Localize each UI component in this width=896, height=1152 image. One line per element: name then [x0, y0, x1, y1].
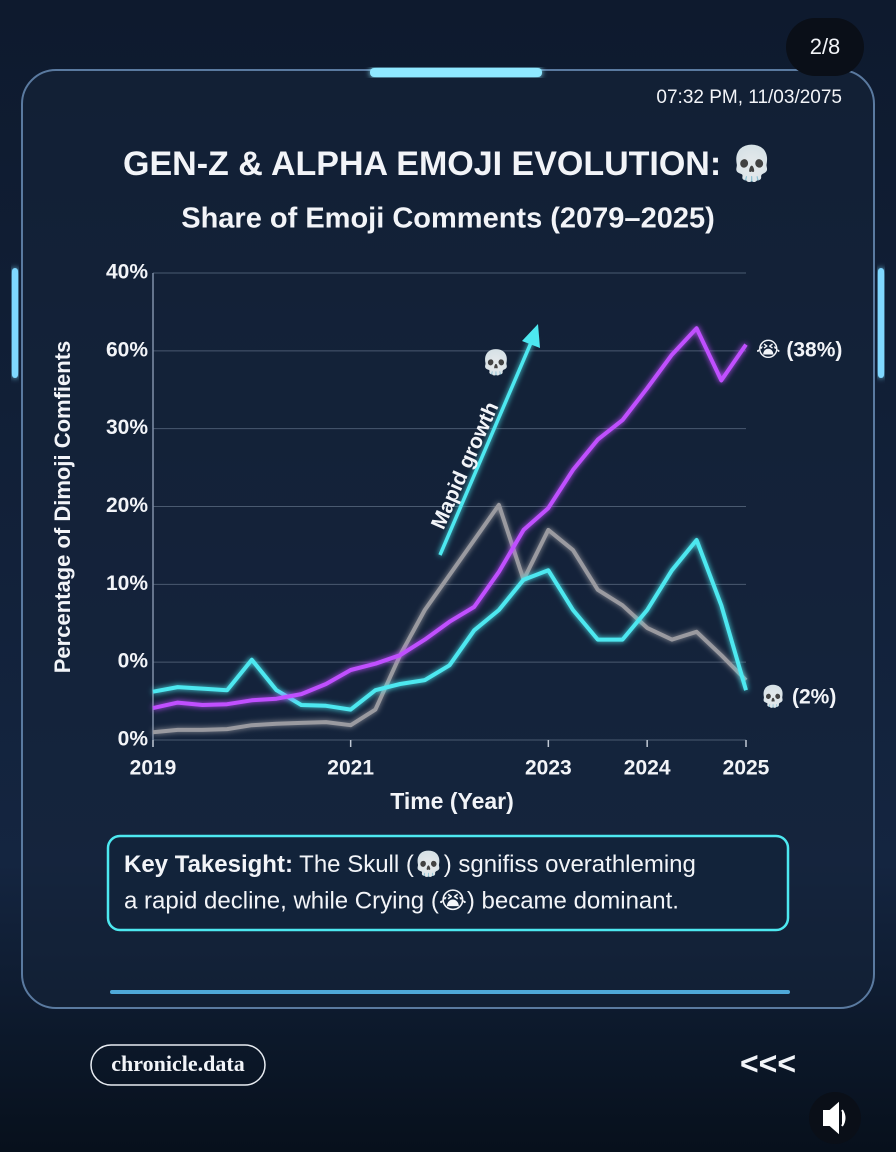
x-tick-label: 2025 [723, 757, 770, 780]
page-counter-bg [786, 18, 864, 76]
y-axis-label: Percentage of Dimoji Comfients [50, 341, 75, 674]
y-tick-label: 20% [106, 494, 148, 517]
y-tick-label: 30% [106, 416, 148, 439]
takeaway-text: The Skull (💀) sgnifiss overathleming [293, 850, 696, 878]
arrow-icon: 💀 [481, 348, 511, 376]
x-tick-label: 2023 [525, 757, 572, 780]
timestamp: 07:32 PM, 11/03/2075 [656, 87, 842, 108]
brand[interactable]: chronicle.data [111, 1051, 244, 1076]
card-top-glow [370, 68, 542, 77]
x-tick-label: 2021 [327, 757, 374, 780]
sound-icon [823, 1101, 846, 1135]
y-tick-label: 10% [106, 572, 148, 595]
takeaway-line1: Key Takesight: The Skull (💀) sgnifiss ov… [124, 850, 696, 878]
back-button[interactable]: <<< [740, 1045, 796, 1081]
end-label: 😭 (38%) [756, 339, 842, 362]
y-tick-label: 40% [106, 261, 148, 284]
series-line [152, 326, 748, 711]
brand-pill[interactable] [90, 1044, 266, 1086]
chart-subtitle: Share of Emoji Comments (2079–2025) [181, 203, 714, 235]
chart-title: GEN-Z & ALPHA EMOJI EVOLUTION: 💀 [123, 144, 773, 183]
x-axis-label: Time (Year) [390, 788, 514, 814]
side-glow [878, 268, 884, 378]
takeaway-lead: Key Takesight: [124, 851, 293, 878]
takeaway-line2: a rapid decline, while Crying (😭) became… [124, 887, 679, 914]
side-glow [12, 268, 18, 378]
y-tick-label: 0% [118, 728, 149, 751]
series-line [152, 502, 748, 735]
growth-arrow [438, 337, 535, 556]
page-counter: 2/8 [810, 34, 841, 59]
x-tick-label: 2019 [130, 757, 177, 780]
y-tick-label: 0% [118, 650, 149, 673]
series-line [152, 538, 748, 712]
x-tick-label: 2024 [624, 757, 671, 780]
y-tick-label: 60% [106, 338, 148, 361]
takeaway-box [106, 834, 790, 932]
growth-arrowhead [522, 324, 540, 348]
card-bottom-line [110, 990, 790, 994]
end-label: 💀 (2%) [760, 684, 836, 709]
